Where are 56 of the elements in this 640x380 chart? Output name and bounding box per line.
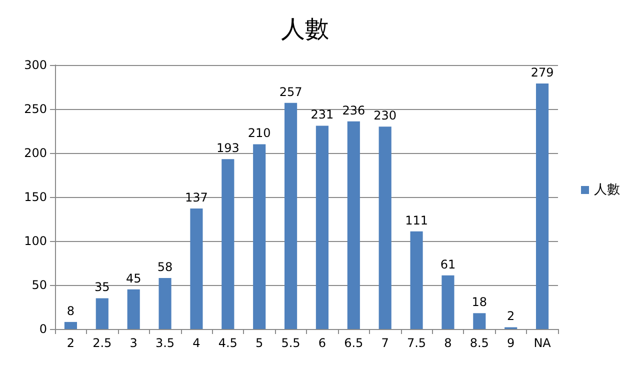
x-tick-label: 2.5 [92,336,112,350]
y-tick-label: 0 [39,322,47,336]
bar [158,278,172,329]
data-label: 2 [507,309,515,324]
bar [284,102,298,329]
data-label: 230 [374,108,397,123]
x-tick-label: 8 [444,336,452,350]
bar [127,289,140,329]
data-label: 45 [126,271,142,286]
data-label: 35 [94,280,110,294]
data-label: 193 [216,141,240,156]
data-label: 61 [440,257,456,272]
bar [378,126,392,329]
y-tick-label: 150 [24,190,47,204]
x-tick-label: 6.5 [344,336,364,350]
x-tick-label: 4 [192,336,200,350]
x-tick-label: 6 [318,336,326,350]
bar [316,126,329,329]
bar [442,275,454,329]
data-label: 236 [342,103,366,118]
x-tick-label: 4.5 [218,336,238,350]
bar [96,298,108,329]
data-label: 279 [530,65,554,80]
bar [222,159,234,329]
data-label: 210 [248,126,271,140]
y-tick-label: 50 [32,278,47,292]
x-tick-label: 7 [381,336,389,350]
data-label: 111 [405,213,428,228]
x-tick-label: 2 [66,336,75,350]
data-label: 58 [157,260,173,274]
bar [410,231,423,329]
bar [536,83,549,329]
x-tick-label: 8.5 [470,336,489,350]
x-tick-label: 5 [256,336,264,350]
bar [253,144,266,329]
legend-label: 人數 [594,182,620,198]
bar [190,208,203,329]
bar [64,322,78,329]
bar [347,121,360,329]
x-tick-label: 3 [130,336,138,350]
data-label: 137 [185,190,208,204]
x-tick-label: 7.5 [406,336,426,350]
data-label: 18 [472,295,488,310]
x-tick-label: 3.5 [155,336,175,350]
x-tick-label: NA [534,336,552,350]
bar [473,313,486,329]
y-tick-label: 200 [24,146,47,160]
data-label: 257 [279,84,302,99]
chart-title: 人數 [281,15,329,43]
data-label: 231 [310,108,334,122]
data-label: 8 [66,304,75,318]
y-tick-label: 100 [24,234,47,248]
x-tick-label: 9 [507,336,515,350]
y-tick-label: 300 [24,58,47,72]
y-tick-label: 250 [24,102,47,116]
x-tick-label: 5.5 [281,336,300,350]
